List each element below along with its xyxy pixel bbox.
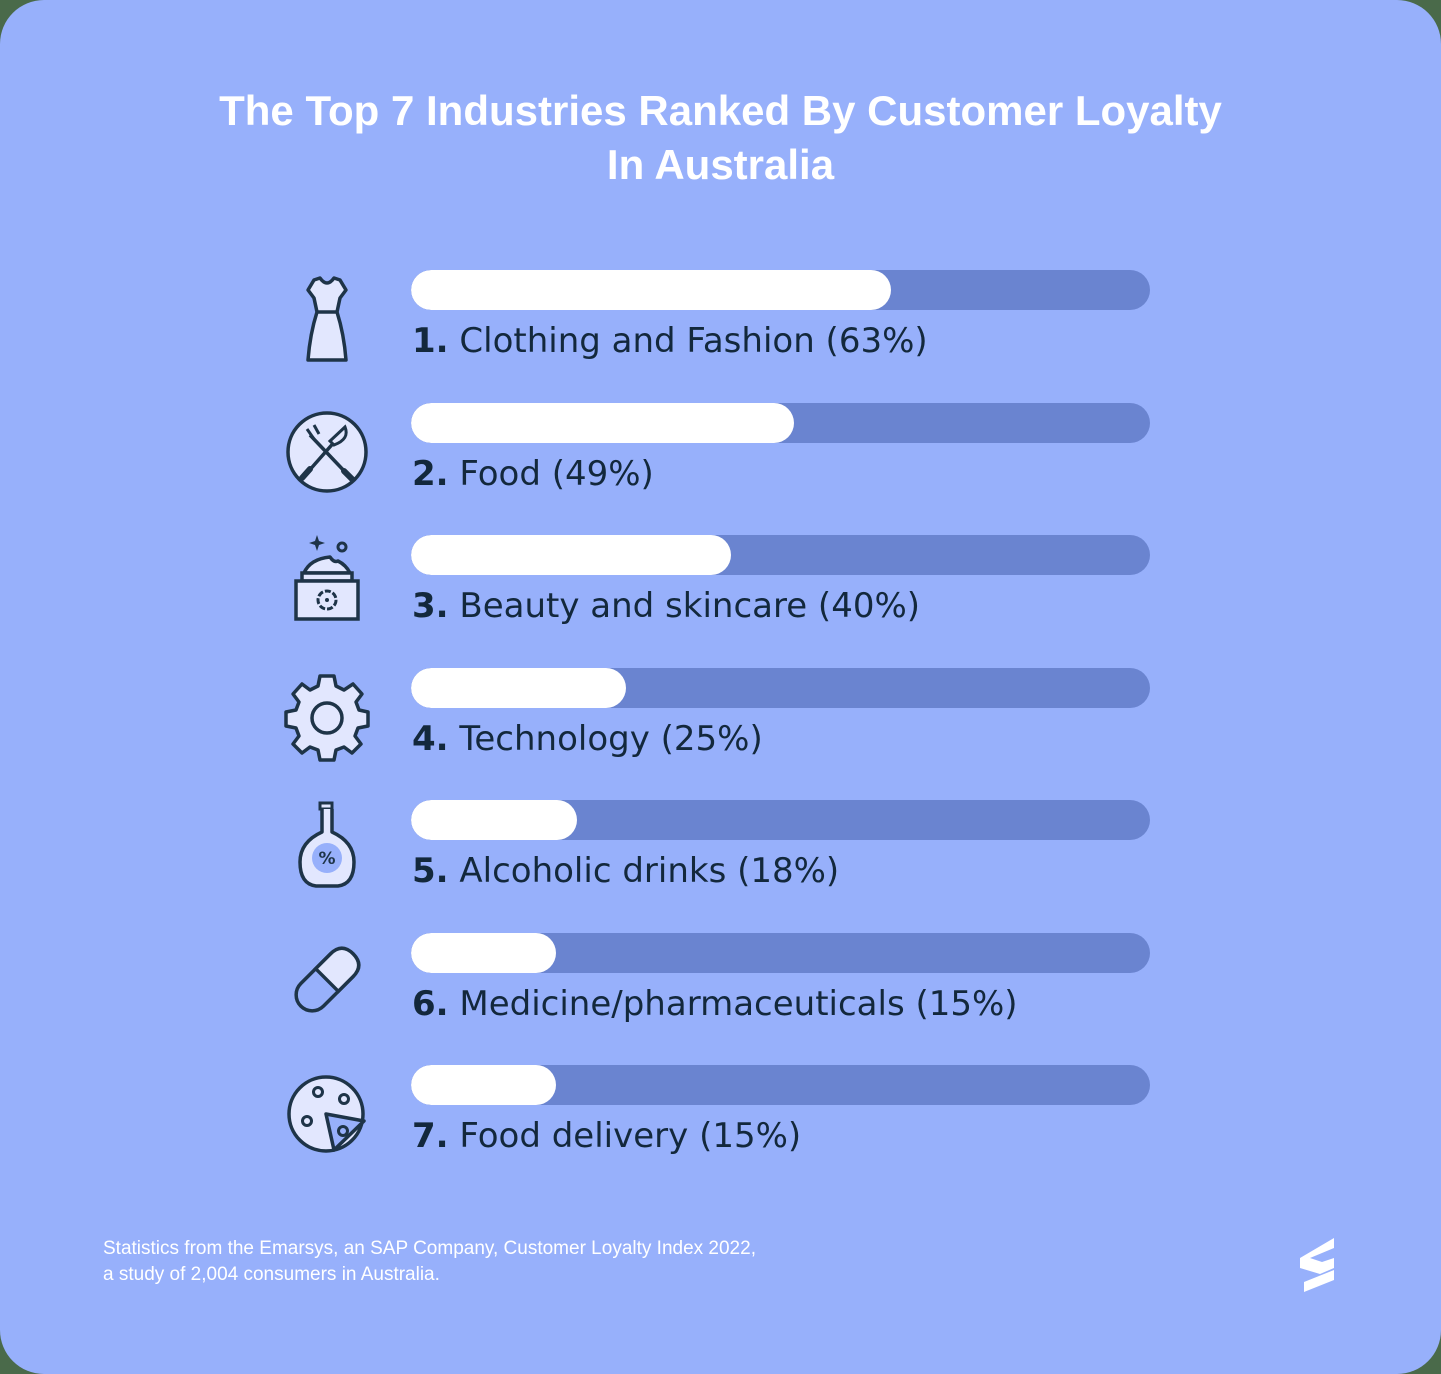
footnote-line-1: Statistics from the Emarsys, an SAP Comp… — [103, 1238, 756, 1259]
bar-row-medicine: 6. Medicine/pharmaceuticals (15%) — [0, 933, 1441, 1033]
bar-fill — [411, 403, 794, 443]
bar-row-food: 2. Food (49%) — [0, 403, 1441, 503]
bar-label: 6. Medicine/pharmaceuticals (15%) — [412, 984, 1018, 1024]
bar-track — [411, 1065, 1150, 1105]
bar-track — [411, 668, 1150, 708]
bar-row-technology: 4. Technology (25%) — [0, 668, 1441, 768]
bottle-percent-icon: % — [298, 801, 356, 888]
bar-track — [411, 535, 1150, 575]
fork-knife-icon — [286, 411, 368, 493]
bar-label: 5. Alcoholic drinks (18%) — [412, 851, 840, 891]
chart-title: The Top 7 Industries Ranked By Customer … — [0, 84, 1441, 192]
source-footnote: Statistics from the Emarsys, an SAP Comp… — [103, 1236, 756, 1288]
bar-label: 4. Technology (25%) — [412, 719, 763, 759]
bar-fill — [411, 800, 577, 840]
footnote-line-2: a study of 2,004 consumers in Australia. — [103, 1264, 440, 1285]
title-line-2: In Australia — [606, 141, 835, 188]
bar-fill — [411, 1065, 556, 1105]
bar-track — [411, 933, 1150, 973]
bar-row-clothing: 1. Clothing and Fashion (63%) — [0, 270, 1441, 370]
bar-fill — [411, 535, 731, 575]
gear-icon — [284, 674, 370, 762]
bar-row-beauty: 3. Beauty and skincare (40%) — [0, 535, 1441, 635]
pizza-icon — [287, 1075, 366, 1153]
svg-text:%: % — [318, 849, 335, 869]
bar-fill — [411, 933, 556, 973]
bar-label: 7. Food delivery (15%) — [412, 1116, 802, 1156]
emarsys-logo-icon — [1300, 1238, 1334, 1292]
bar-fill — [411, 668, 626, 708]
bar-fill — [411, 270, 891, 310]
pill-icon — [294, 946, 361, 1013]
title-line-1: The Top 7 Industries Ranked By Customer … — [219, 87, 1222, 134]
bar-row-food-delivery: 7. Food delivery (15%) — [0, 1065, 1441, 1165]
cream-jar-icon — [294, 535, 360, 621]
bar-row-alcohol: % 5. Alcoholic drinks (18%) — [0, 800, 1441, 900]
bar-track — [411, 403, 1150, 443]
bar-track — [411, 800, 1150, 840]
bar-track — [411, 270, 1150, 310]
bar-label: 2. Food (49%) — [412, 454, 654, 494]
bar-label: 1. Clothing and Fashion (63%) — [412, 321, 928, 361]
dress-icon — [306, 276, 348, 362]
bar-label: 3. Beauty and skincare (40%) — [412, 586, 921, 626]
